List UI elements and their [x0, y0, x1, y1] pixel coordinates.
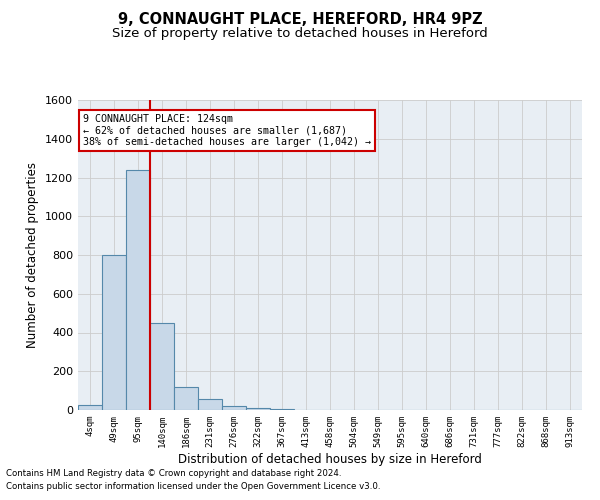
Bar: [102, 255, 126, 410]
Bar: [126, 170, 150, 410]
Bar: [246, 408, 270, 410]
Bar: [198, 400, 222, 410]
Bar: [174, 387, 198, 410]
X-axis label: Distribution of detached houses by size in Hereford: Distribution of detached houses by size …: [178, 452, 482, 466]
Text: Contains public sector information licensed under the Open Government Licence v3: Contains public sector information licen…: [6, 482, 380, 491]
Text: Contains HM Land Registry data © Crown copyright and database right 2024.: Contains HM Land Registry data © Crown c…: [6, 468, 341, 477]
Y-axis label: Number of detached properties: Number of detached properties: [26, 162, 40, 348]
Text: 9, CONNAUGHT PLACE, HEREFORD, HR4 9PZ: 9, CONNAUGHT PLACE, HEREFORD, HR4 9PZ: [118, 12, 482, 28]
Text: Size of property relative to detached houses in Hereford: Size of property relative to detached ho…: [112, 28, 488, 40]
Bar: [222, 406, 246, 410]
Text: 9 CONNAUGHT PLACE: 124sqm
← 62% of detached houses are smaller (1,687)
38% of se: 9 CONNAUGHT PLACE: 124sqm ← 62% of detac…: [83, 114, 371, 147]
Bar: [78, 405, 102, 410]
Bar: [150, 323, 174, 410]
Bar: [270, 409, 294, 410]
